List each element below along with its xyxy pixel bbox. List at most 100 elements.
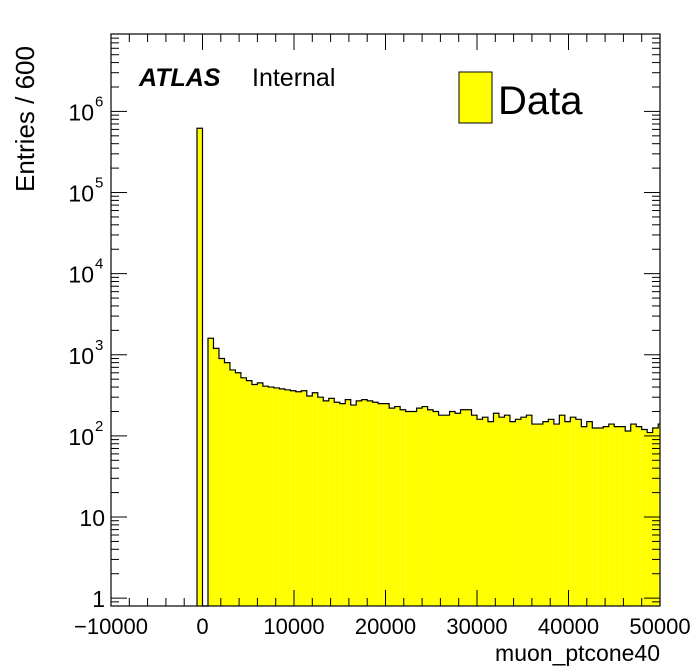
histogram-bar [229, 369, 236, 606]
histogram-bar [284, 389, 291, 606]
legend: Data [458, 71, 583, 124]
x-tick-label: 0 [196, 614, 208, 639]
histogram-bar [328, 398, 335, 606]
histogram-bar [240, 377, 247, 606]
histogram-bar [460, 409, 467, 606]
histogram-bar [372, 402, 379, 606]
histogram-bar [438, 415, 445, 606]
x-tick-label: 50000 [629, 614, 690, 639]
histogram-bar [520, 417, 527, 606]
x-tick-label: 10000 [263, 614, 324, 639]
histogram-bar [444, 415, 450, 606]
histogram-bar [323, 400, 329, 606]
y-tick-label: 10 [68, 343, 94, 369]
histogram-bar [487, 421, 494, 606]
histogram-bar [367, 400, 373, 606]
histogram-bar [268, 387, 274, 606]
histogram-bar [405, 411, 412, 606]
histogram-bar [614, 426, 620, 606]
x-tick-label: 40000 [538, 614, 599, 639]
histogram-bar [575, 419, 582, 606]
y-tick-label: 10 [68, 424, 94, 450]
histogram-bar [482, 417, 488, 606]
histogram-bar [411, 411, 417, 606]
histogram-bar [564, 421, 571, 606]
histogram-bar [592, 428, 598, 606]
histogram-bar [504, 415, 510, 606]
x-tick-label: −10000 [74, 614, 148, 639]
histogram-bar [317, 397, 324, 606]
y-tick-label: 10 [68, 99, 94, 125]
histogram-bar [433, 411, 439, 606]
histogram-bar [213, 348, 219, 606]
histogram-bar [207, 338, 214, 606]
y-axis-label: Entries / 600 [10, 46, 40, 192]
histogram-bar [301, 390, 307, 606]
histogram-bar [218, 358, 225, 606]
atlas-label-internal: Internal [252, 64, 335, 92]
histogram-bar [378, 403, 384, 606]
y-tick-label-exponent: 4 [95, 256, 103, 273]
y-tick-label-exponent: 3 [95, 337, 103, 354]
legend-label-data: Data [498, 79, 583, 123]
histogram-bar [537, 424, 543, 606]
histogram-bar [641, 429, 648, 606]
histogram-bar [531, 424, 538, 606]
histogram-bar [630, 424, 637, 606]
histogram-bar [509, 421, 516, 606]
histogram-bar [350, 405, 357, 606]
histogram-bar [608, 424, 615, 606]
y-tick-label: 10 [68, 262, 94, 288]
histogram-bar [542, 421, 549, 606]
histogram-bar [279, 388, 285, 606]
histogram-bar [295, 391, 302, 606]
histogram-bar [422, 406, 428, 606]
histogram-bar [498, 417, 505, 606]
y-tick-label: 10 [68, 181, 94, 207]
histogram-bar [597, 428, 604, 606]
histogram-bar [197, 128, 203, 606]
atlas-label-bold: ATLAS [138, 64, 221, 92]
legend-swatch-data [458, 71, 493, 124]
y-tick-label-exponent: 6 [95, 93, 103, 110]
histogram-bar [345, 399, 351, 606]
histogram-bar [471, 415, 477, 606]
histogram-bar [466, 409, 472, 606]
histogram-bar [246, 380, 252, 606]
histogram-bar [257, 382, 263, 606]
histogram-bar [658, 424, 660, 606]
histogram-bar [394, 406, 401, 606]
histogram-bar [619, 426, 626, 606]
histogram-bar [455, 413, 461, 606]
y-tick-label-exponent: 5 [95, 175, 103, 192]
histogram-bar [389, 408, 395, 606]
atlas-label: ATLAS Internal [138, 64, 335, 92]
histogram-bar [416, 408, 423, 606]
x-axis-ticks: −10000 0 10000 20000 30000 40000 50000 [74, 34, 691, 639]
y-tick-label: 1 [92, 586, 105, 612]
histogram-bar [312, 392, 318, 606]
histogram-bar [224, 362, 230, 606]
histogram-bar [570, 417, 576, 606]
histogram-bar [383, 403, 390, 606]
histogram-bar [515, 419, 521, 606]
histogram-bar [334, 402, 340, 606]
histogram-bar [526, 415, 532, 606]
histogram-bar [361, 399, 368, 606]
x-axis-label: muon_ptcone40 [495, 640, 660, 666]
histogram-bar [235, 372, 241, 606]
histogram-bar [400, 409, 406, 606]
histogram-bar [553, 424, 560, 606]
histogram-bar [581, 426, 587, 606]
histogram-bar [548, 419, 554, 606]
histogram-bar [477, 419, 483, 606]
y-tick-label: 10 [79, 505, 105, 531]
histogram-bar [273, 387, 280, 606]
histogram-bar [427, 409, 434, 606]
histogram-bars [196, 127, 660, 607]
histogram-bar [493, 413, 499, 606]
histogram-outline [196, 127, 660, 607]
histogram-bar [586, 421, 593, 606]
